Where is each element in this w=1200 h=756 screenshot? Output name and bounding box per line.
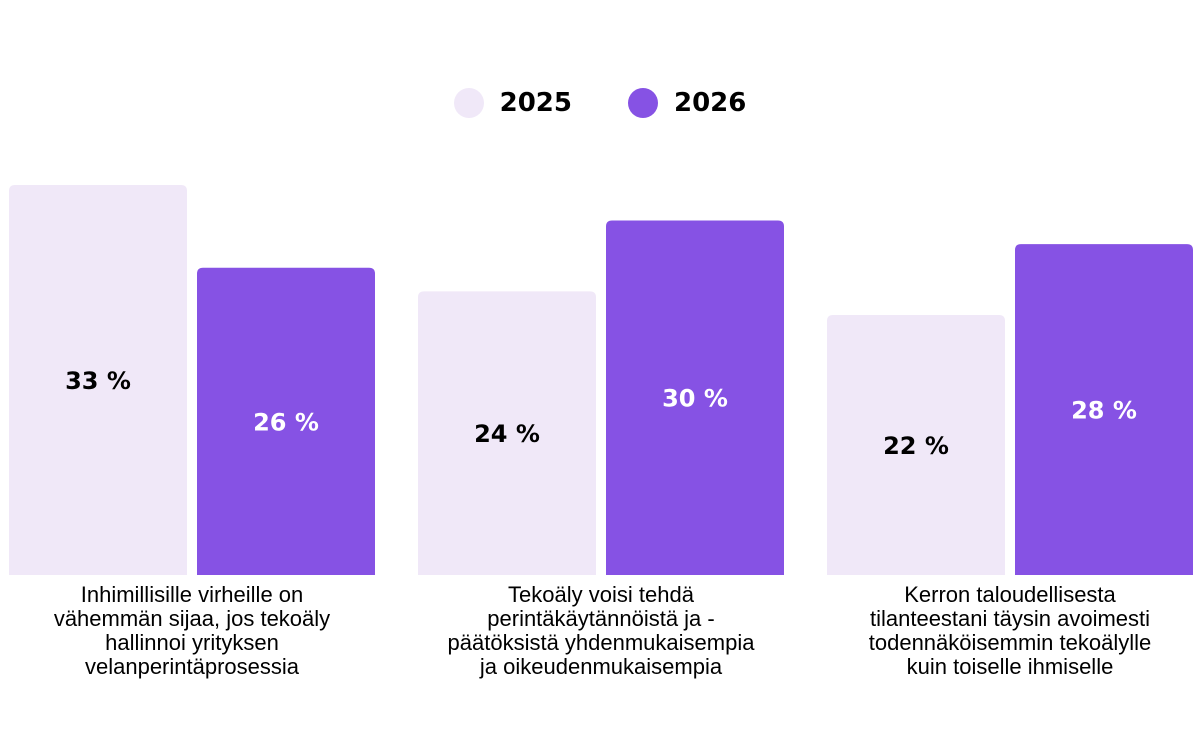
bar-2026-cat3 — [1015, 244, 1193, 575]
category-label-3-line-3: todennäköisemmin tekoälylle — [868, 630, 1152, 655]
legend-swatch-2025 — [453, 88, 484, 118]
legend: 2025 2026 — [0, 88, 1200, 118]
legend-item-2025: 2025 — [453, 88, 572, 118]
category-label-2-line-1: Tekoäly voisi tehdä — [508, 582, 694, 607]
category-label-3-line-4: kuin toiselle ihmiselle — [906, 654, 1114, 679]
category-label-2-line-4: ja oikeudenmukaisempia — [479, 654, 723, 679]
category-label-3: Kerron taloudellisesta tilanteestani täys… — [820, 583, 1200, 679]
bar-2025-cat2 — [418, 291, 596, 575]
legend-swatch-2026 — [628, 88, 658, 118]
category-label-2: Tekoäly voisi tehdä perintäkäytännöistä j… — [411, 583, 791, 679]
category-label-1-line-1: Inhimillisille virheille on — [80, 582, 304, 607]
category-label-1-line-3: hallinnoi yrityksen — [105, 630, 279, 655]
legend-label-2026: 2026 — [674, 88, 747, 118]
category-label-2-line-3: päätöksistä yhdenmukaisempia — [447, 630, 755, 655]
value-label-2026-cat2: 30 % — [662, 385, 728, 413]
legend-label-2025: 2025 — [499, 88, 572, 118]
value-label-2025-cat3: 22 % — [883, 432, 949, 460]
value-label-2026-cat1: 26 % — [253, 408, 319, 436]
bar-2026-cat2 — [606, 220, 784, 576]
category-label-2-line-2: perintäkäytännöistä ja - — [487, 606, 715, 631]
value-label-2025-cat2: 24 % — [474, 420, 540, 448]
value-label-2026-cat3: 28 % — [1071, 397, 1137, 425]
category-label-3-line-2: tilanteestani täysin avoimesti — [869, 606, 1151, 631]
bar-2026-cat1 — [197, 267, 375, 575]
category-label-1: Inhimillisille virheille on vähemmän sija… — [2, 583, 382, 679]
category-label-1-line-4: velanperintäprosessia — [84, 654, 300, 679]
category-label-1-line-2: vähemmän sijaa, jos tekoäly — [53, 606, 331, 631]
value-label-2025-cat1: 33 % — [65, 367, 131, 395]
category-label-3-line-1: Kerron taloudellisesta — [904, 582, 1116, 607]
bar-2025-cat3 — [827, 315, 1005, 575]
legend-item-2026: 2026 — [628, 88, 746, 118]
bar-2025-cat1 — [9, 185, 187, 575]
